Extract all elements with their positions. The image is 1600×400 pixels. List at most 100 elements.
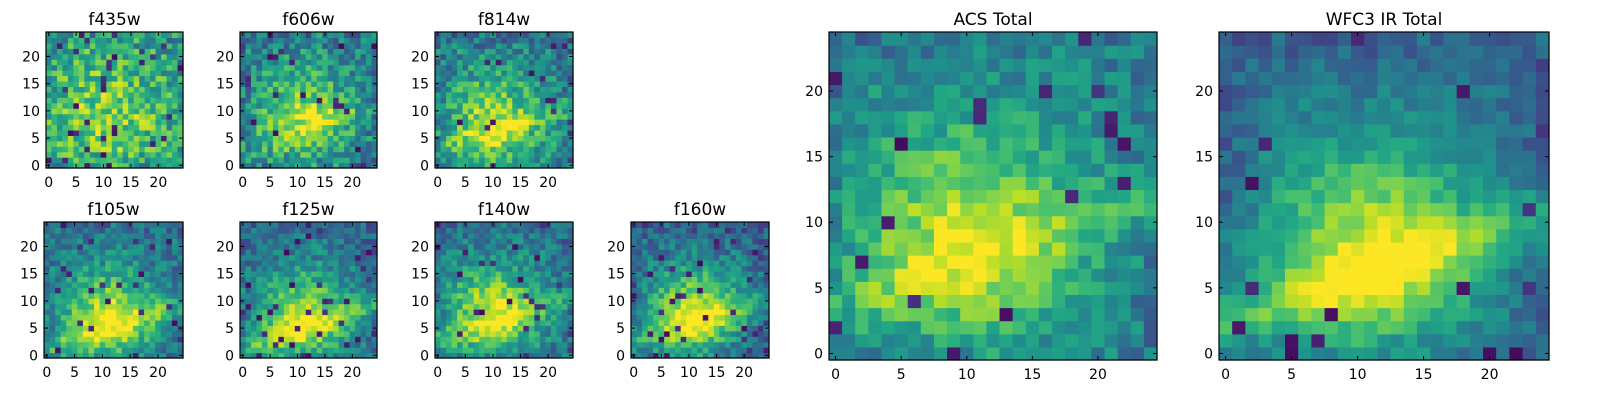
heatmap-cell — [89, 80, 96, 87]
heatmap-cell — [300, 119, 307, 126]
heatmap-cell — [933, 268, 948, 282]
heatmap-cell — [658, 314, 665, 321]
heatmap-cell — [132, 238, 140, 245]
heatmap-cell — [355, 309, 362, 316]
heatmap-cell — [366, 298, 373, 305]
heatmap-cell — [139, 64, 146, 71]
heatmap-cell — [631, 260, 638, 267]
heatmap-cell — [366, 108, 373, 115]
heatmap-cell — [719, 298, 726, 305]
heatmap-cell — [322, 108, 329, 115]
heatmap-cell — [261, 303, 268, 310]
heatmap-cell — [88, 330, 95, 337]
heatmap-cell — [106, 124, 113, 131]
heatmap-cell — [435, 276, 442, 283]
heatmap-cell — [691, 232, 698, 239]
heatmap-cell — [855, 307, 869, 322]
heatmap-cell — [462, 298, 469, 305]
heatmap-cell — [250, 227, 258, 234]
heatmap-cell — [457, 53, 464, 60]
heatmap-cell — [322, 129, 329, 136]
heatmap-cell — [366, 265, 373, 272]
heatmap-cell — [528, 64, 535, 71]
y-tick-label: 5 — [420, 131, 429, 147]
heatmap-cell — [1038, 255, 1053, 269]
heatmap-cell — [121, 319, 128, 326]
heatmap-cell — [355, 260, 362, 267]
heatmap-cell — [111, 91, 118, 98]
heatmap-cell — [446, 298, 453, 305]
heatmap-cell — [501, 75, 508, 82]
y-tick-label: 15 — [216, 77, 234, 93]
heatmap-cell — [67, 75, 74, 82]
heatmap-cell — [680, 238, 687, 245]
heatmap-cell — [462, 91, 469, 98]
heatmap-cell — [556, 270, 563, 277]
heatmap-cell — [139, 162, 146, 169]
heatmap-cell — [78, 80, 85, 87]
heatmap-cell — [66, 287, 73, 294]
heatmap-cell — [360, 80, 367, 87]
heatmap-cell — [160, 287, 167, 294]
heatmap-cell — [752, 227, 759, 234]
heatmap-cell — [316, 162, 323, 169]
heatmap-cell — [479, 162, 486, 169]
heatmap-cell — [457, 325, 464, 332]
heatmap-cell — [166, 292, 173, 299]
heatmap-cell — [160, 265, 167, 272]
heatmap-cell — [440, 227, 447, 234]
heatmap-cell — [150, 135, 157, 142]
heatmap-cell — [289, 97, 296, 104]
heatmap-cell — [300, 80, 307, 87]
heatmap-cell — [344, 222, 351, 229]
heatmap-cell — [495, 37, 502, 44]
heatmap-cell — [121, 222, 128, 229]
heatmap-cell — [713, 347, 720, 354]
heatmap-cell — [730, 287, 737, 294]
heatmap-cell — [719, 292, 726, 299]
heatmap-cell — [691, 298, 698, 305]
heatmap-cell — [177, 157, 184, 164]
heatmap-cell — [539, 119, 546, 126]
heatmap-cell — [763, 232, 770, 239]
heatmap-cell — [267, 97, 274, 104]
heatmap-cell — [506, 91, 513, 98]
heatmap-cell — [1104, 189, 1119, 204]
heatmap-cell — [289, 42, 296, 49]
heatmap-cell — [261, 265, 268, 272]
heatmap-cell — [100, 151, 107, 158]
heatmap-cell — [686, 276, 693, 283]
heatmap-cell — [316, 292, 323, 299]
heatmap-cell — [653, 287, 660, 294]
heatmap-cell — [697, 341, 704, 348]
heatmap-cell — [435, 146, 442, 153]
heatmap-cell — [172, 151, 179, 158]
heatmap-cell — [653, 325, 660, 332]
heatmap-cell — [278, 238, 285, 245]
heatmap-cell — [366, 146, 373, 153]
heatmap-cell — [435, 249, 442, 256]
heatmap-cell — [539, 260, 546, 267]
heatmap-cell — [133, 108, 140, 115]
heatmap-cell — [344, 151, 351, 158]
heatmap-cell — [752, 341, 759, 348]
heatmap-cell — [986, 241, 1001, 256]
heatmap-cell — [697, 222, 704, 229]
heatmap-cell — [517, 59, 524, 66]
heatmap-cell — [457, 336, 464, 343]
heatmap-cell — [278, 243, 285, 250]
heatmap-cell — [122, 64, 129, 71]
heatmap-cell — [100, 146, 107, 153]
heatmap-cell — [294, 80, 301, 87]
heatmap-cell — [60, 292, 67, 299]
heatmap-cell — [133, 37, 140, 44]
heatmap-cell — [278, 249, 285, 256]
heatmap-cell — [49, 325, 56, 332]
heatmap-cell — [669, 287, 676, 294]
heatmap-cell — [149, 232, 156, 239]
heatmap-cell — [855, 176, 869, 191]
heatmap-cell — [636, 249, 643, 256]
heatmap-cell — [333, 325, 340, 332]
heatmap-cell — [1038, 176, 1053, 191]
heatmap-cell — [545, 53, 552, 60]
